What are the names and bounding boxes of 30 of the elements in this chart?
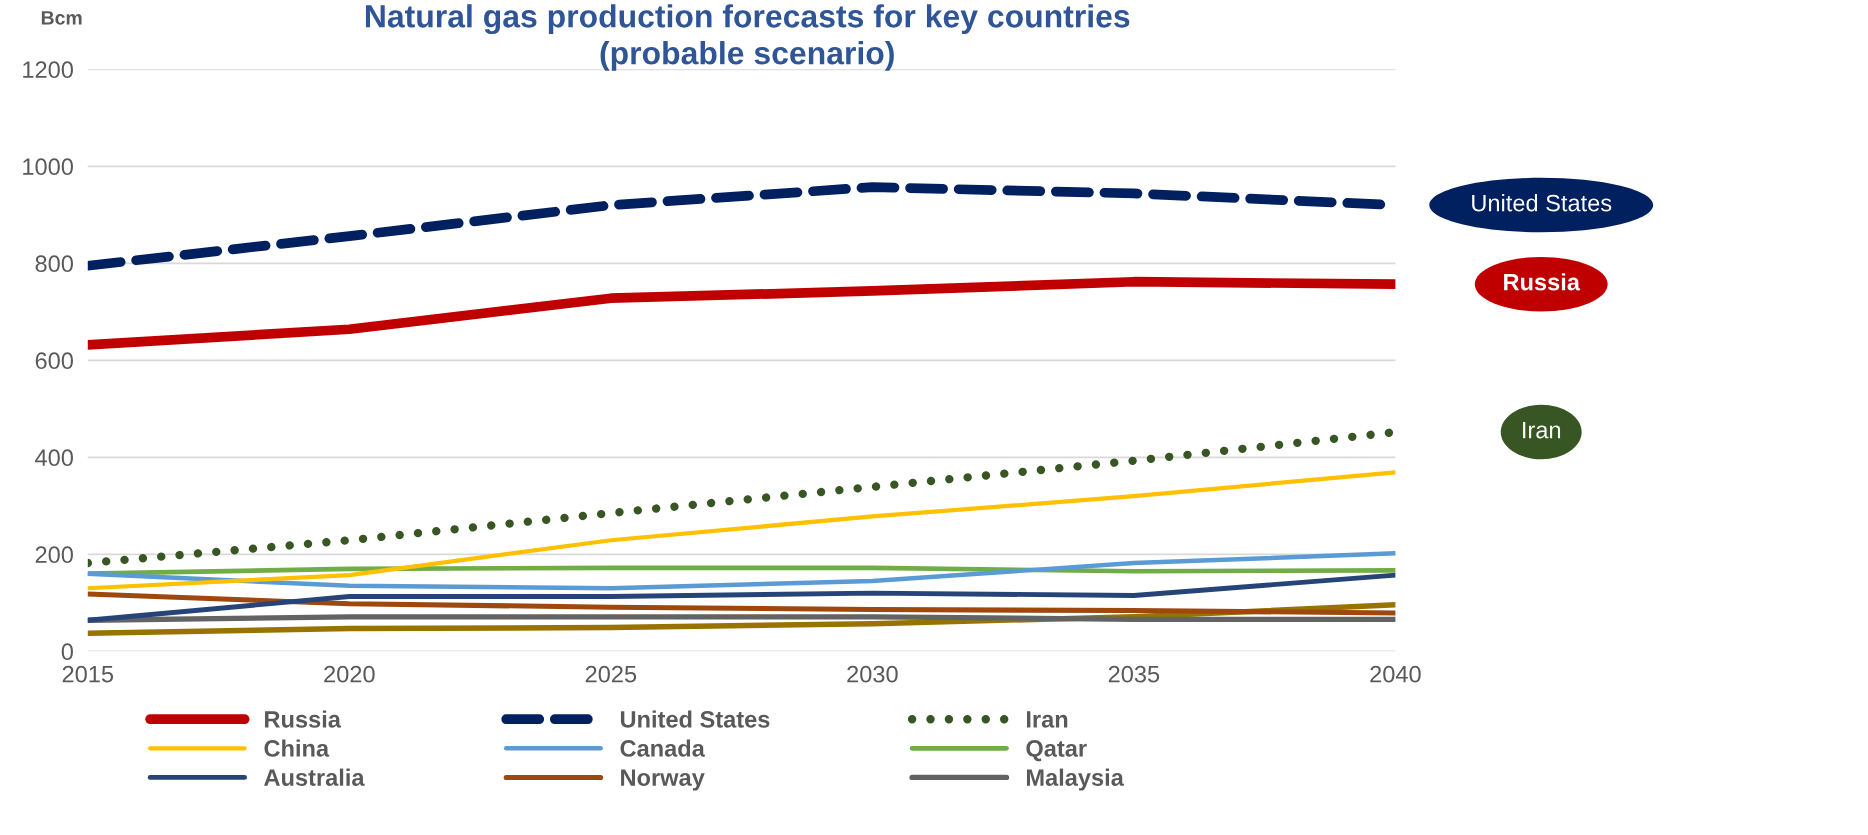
line-series (87, 551, 1396, 591)
legend-label: China (264, 739, 330, 757)
x-tick-label: 2040 (1370, 665, 1421, 683)
y-tick-label: 800 (35, 255, 73, 273)
line-series (87, 572, 1396, 623)
legend-label: Russia (265, 710, 342, 728)
x-tick-label: 2015 (62, 665, 114, 683)
y-axis-title: Bcm (41, 11, 82, 25)
y-tick-label: 600 (35, 352, 73, 370)
y-tick-label: 0 (61, 643, 73, 661)
y-tick-label: 1200 (23, 61, 73, 79)
legend-label: Canada (620, 739, 705, 757)
text: Iran (1523, 421, 1561, 439)
chart-title: Natural gas production forecasts for key countries (probable scenario) (365, 4, 1130, 71)
legend-label: Qatar (1026, 740, 1087, 762)
legend-label: Australia (264, 768, 365, 786)
x-tick-label: 2020 (324, 665, 375, 683)
x-tick-label: 2030 (847, 665, 898, 683)
y-tick-label: 1000 (23, 158, 73, 176)
x-tick-label: 2025 (585, 665, 637, 683)
text: Russia (1504, 273, 1581, 291)
text: United States (1472, 194, 1612, 212)
line-series (87, 470, 1396, 591)
x-tick-label: 2035 (1108, 665, 1160, 683)
legend-label: Iran (1026, 711, 1068, 728)
y-tick-label: 400 (35, 449, 73, 467)
legend-label: Malaysia (1026, 768, 1124, 791)
legend-label: United States (620, 710, 770, 728)
y-tick-label: 200 (35, 546, 73, 564)
legend-label: Norway (621, 769, 705, 791)
